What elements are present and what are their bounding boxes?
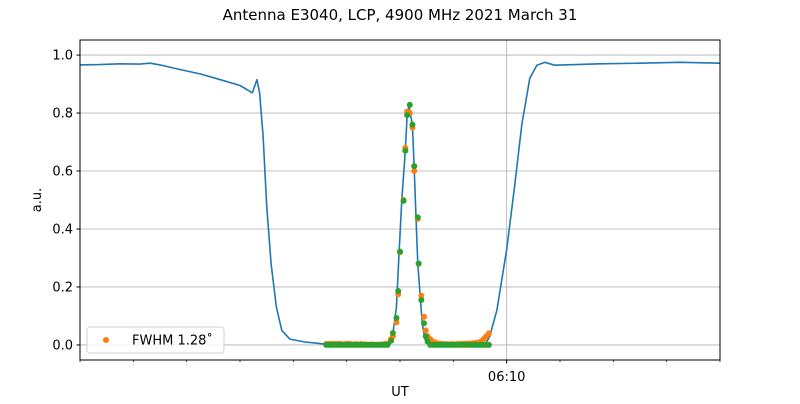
x-axis-label: UT [391,385,409,400]
green-point [485,341,492,348]
orange-point [411,168,418,175]
line-series [79,61,721,345]
axis-ticks: 0.0 0.2 0.4 0.6 0.8 1.0 06:10 [52,49,721,385]
y-tick-label: 1.0 [52,49,73,64]
green-point [421,320,427,327]
y-tick-label: 0.2 [52,280,73,295]
orange-point [393,319,400,326]
green-point [384,341,391,348]
chart-title: Antenna E3040, LCP, 4900 MHz 2021 March … [223,6,578,24]
green-point [393,314,400,321]
green-point [411,163,418,170]
y-axis-label: a.u. [30,188,45,212]
green-point [389,330,396,337]
y-tick-label: 0.6 [52,165,73,180]
y-tick-label: 0.0 [52,338,73,353]
green-point [415,260,422,267]
y-tick-label: 0.4 [52,222,73,237]
green-point [418,297,425,303]
orange-point [418,292,425,299]
orange-point [421,313,427,320]
green-point [402,147,409,154]
green-point [395,288,402,295]
legend-label: FWHM 1.28˚ [132,333,213,349]
series [79,61,721,348]
green-point [397,248,403,255]
orange-point [485,330,492,337]
orange-point [422,327,429,334]
legend-box [86,326,225,354]
green-point [404,112,411,119]
green-point [414,214,421,221]
x-tick-label: 06:10 [488,370,525,385]
green-point [406,101,413,108]
y-tick-label: 0.8 [52,107,73,122]
legend: FWHM 1.28˚ [86,326,225,354]
green-point [400,197,407,204]
green-point [422,333,429,340]
grid [80,40,720,360]
green-point [388,337,395,344]
green-point [409,121,416,128]
plot-frame [79,39,721,361]
legend-marker-orange [103,337,109,343]
